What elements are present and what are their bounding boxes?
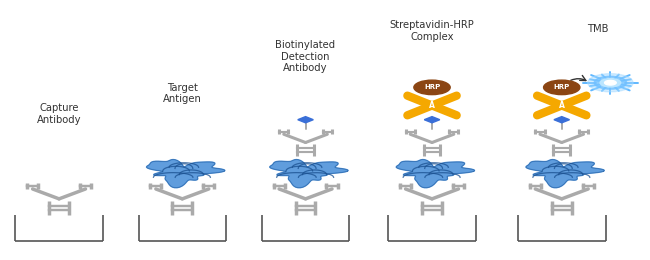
Circle shape	[594, 76, 627, 89]
Text: A: A	[559, 101, 565, 110]
Polygon shape	[526, 160, 604, 188]
Polygon shape	[424, 116, 440, 123]
Circle shape	[543, 80, 580, 95]
Polygon shape	[270, 160, 348, 188]
Text: Capture
Antibody: Capture Antibody	[37, 103, 81, 125]
Text: Biotinylated
Detection
Antibody: Biotinylated Detection Antibody	[276, 40, 335, 73]
Text: TMB: TMB	[587, 24, 608, 34]
Polygon shape	[146, 160, 225, 188]
Circle shape	[414, 80, 450, 95]
Polygon shape	[298, 116, 313, 123]
Text: A: A	[429, 101, 435, 110]
Text: HRP: HRP	[424, 84, 440, 90]
Circle shape	[604, 80, 616, 85]
Polygon shape	[554, 116, 569, 123]
Text: HRP: HRP	[554, 84, 570, 90]
Circle shape	[588, 74, 633, 92]
Circle shape	[600, 79, 621, 87]
Polygon shape	[396, 160, 474, 188]
Text: Target
Antigen: Target Antigen	[163, 82, 202, 104]
Text: Streptavidin-HRP
Complex: Streptavidin-HRP Complex	[389, 21, 474, 42]
